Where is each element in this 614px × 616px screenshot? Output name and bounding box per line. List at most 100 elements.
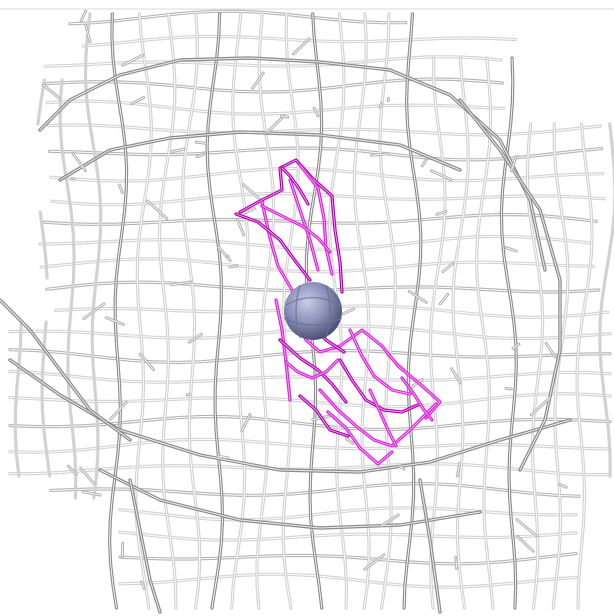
mesh-column — [352, 12, 371, 610]
mesh-link-highlight — [430, 170, 452, 181]
mesh-link-highlight — [409, 379, 423, 390]
mesh-column-highlight — [256, 13, 275, 609]
mesh-fold-highlight — [59, 131, 461, 181]
mesh-fold-highlight — [129, 479, 161, 613]
mesh-link-highlight — [110, 401, 127, 420]
mesh-link-highlight — [139, 353, 154, 370]
density-mesh-strand-highlight — [339, 359, 421, 413]
mesh-column-highlight — [282, 13, 299, 609]
ligand-group — [283, 282, 343, 340]
density-mesh-strand-highlight — [275, 299, 291, 401]
mesh-link-highlight — [122, 54, 144, 66]
mesh-row-highlight — [119, 531, 577, 541]
density-mesh-strand-highlight — [289, 179, 319, 271]
mesh-fold-highlight — [39, 57, 546, 271]
density-mesh-strand-highlight — [349, 329, 411, 395]
mesh-link-highlight — [236, 219, 245, 236]
mesh-link-highlight — [313, 107, 319, 117]
mesh-link-highlight — [510, 155, 517, 172]
mesh-link-highlight — [141, 581, 145, 589]
mesh-link-highlight — [342, 308, 354, 315]
mesh-link-highlight — [364, 554, 385, 570]
mesh-row-highlight — [44, 56, 502, 67]
mesh-link-highlight — [545, 342, 556, 358]
mesh-row-highlight — [9, 393, 611, 408]
mesh-row-highlight — [9, 349, 611, 363]
mesh-fold-highlight — [459, 99, 561, 471]
mesh-link-highlight — [119, 184, 123, 194]
mesh-link-highlight — [421, 159, 427, 167]
mesh-link-highlight — [442, 262, 454, 273]
mesh-column-highlight — [526, 123, 544, 609]
mesh-link-highlight — [439, 293, 449, 305]
mesh-link-highlight — [381, 514, 399, 527]
mesh-link-highlight — [83, 303, 105, 320]
mesh-link-highlight — [436, 211, 447, 215]
mesh-link-highlight — [456, 462, 461, 477]
mesh-column-highlight — [109, 13, 128, 609]
mesh-link-highlight — [72, 153, 86, 172]
mesh-column — [13, 320, 23, 478]
density-mesh-strand-highlight — [293, 309, 441, 419]
density-mesh-strand-highlight — [401, 377, 433, 421]
density-mesh-strand-highlight — [281, 167, 309, 205]
mesh-link-highlight — [379, 103, 382, 108]
density-mesh-strand-highlight — [369, 389, 397, 447]
mesh-row-highlight — [119, 553, 577, 565]
mesh-column-highlight — [576, 123, 593, 609]
mesh-link-highlight — [67, 465, 77, 475]
mesh-link-highlight — [217, 455, 229, 459]
mesh-link-highlight — [80, 467, 94, 484]
density-mesh-strand-highlight — [299, 395, 349, 437]
gray-surface-mesh — [0, 9, 614, 614]
mesh-link-highlight — [189, 333, 202, 343]
mesh-link-highlight — [186, 393, 190, 396]
density-mesh-strand-highlight — [279, 339, 347, 403]
mesh-row-highlight — [69, 10, 407, 25]
mesh-row — [118, 506, 578, 522]
mesh-link-highlight — [42, 84, 61, 100]
mesh-link-highlight — [517, 536, 534, 552]
mesh-column-highlight — [231, 13, 249, 609]
ligand-sphere-grid — [283, 284, 343, 339]
mesh-link-highlight — [408, 290, 427, 303]
mesh-column-highlight — [552, 123, 569, 609]
mesh-column-highlight — [379, 13, 396, 609]
mesh-link-highlight — [505, 387, 512, 390]
mesh-link-highlight — [451, 368, 461, 384]
mesh-link-highlight — [280, 115, 289, 118]
mesh-link-highlight — [146, 200, 168, 220]
mesh-column — [598, 122, 614, 478]
mesh-column-highlight — [429, 57, 446, 609]
ligand-sphere — [284, 282, 342, 340]
mesh-link-highlight — [196, 153, 204, 158]
mesh-column-highlight — [353, 13, 370, 609]
mesh-row-highlight — [43, 214, 597, 225]
density-mesh-strand-highlight — [327, 411, 393, 465]
mesh-link-highlight — [399, 465, 405, 470]
mesh-row-highlight — [39, 235, 593, 250]
mesh-row-highlight — [46, 100, 504, 115]
mesh-link-highlight — [131, 97, 145, 105]
mesh-column — [451, 56, 470, 610]
density-mesh-strand-highlight — [261, 205, 331, 253]
density-mesh-strand-highlight — [319, 389, 437, 447]
mesh-row-highlight — [45, 78, 503, 93]
mesh-column — [38, 210, 49, 280]
mesh-link-highlight — [105, 317, 124, 325]
mesh-row — [8, 437, 612, 454]
mesh-link-highlight — [292, 38, 310, 55]
mesh-column-highlight — [159, 13, 177, 609]
mesh-row — [68, 9, 408, 26]
mesh-link-highlight — [85, 25, 91, 42]
mesh-link-highlight — [171, 148, 185, 152]
mesh-fold-highlight — [99, 469, 481, 529]
mesh-column-highlight — [206, 13, 223, 609]
mesh-row-highlight — [40, 258, 594, 273]
mesh-link-highlight — [82, 491, 101, 496]
magenta-density-mesh — [234, 158, 442, 466]
density-mesh-strand-highlight — [285, 359, 339, 379]
mesh-column-highlight — [403, 13, 422, 609]
